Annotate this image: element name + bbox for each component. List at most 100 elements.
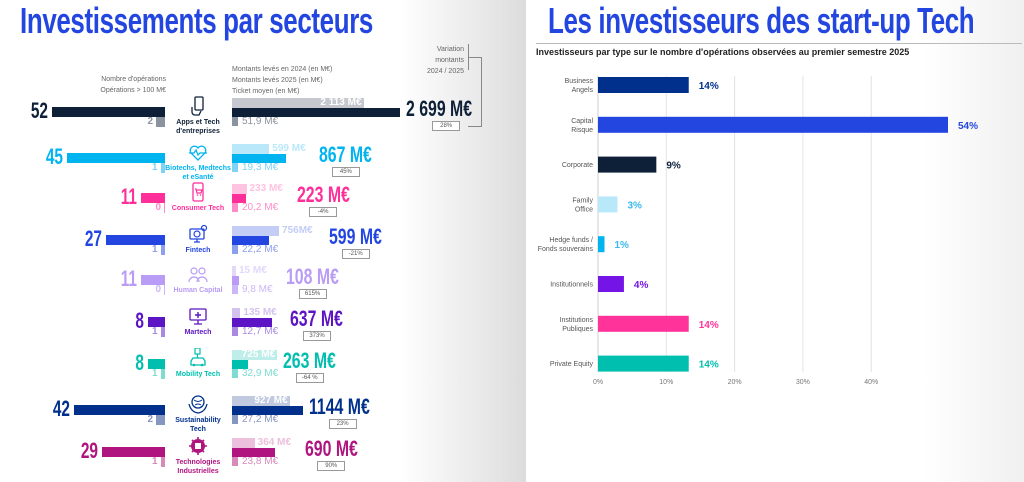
bar (598, 236, 605, 253)
ops-bar (73, 405, 165, 415)
sector-label-line: Human Capital (173, 287, 223, 294)
variation-badge: 23% (328, 419, 357, 429)
sector-label-line: Mobility Tech (175, 371, 221, 378)
sector-label-line: Tech (190, 426, 206, 433)
x-tick-label: 20% (728, 379, 742, 386)
category-label-line: Risque (571, 127, 593, 134)
sector-label-line: Industrielles (177, 468, 219, 475)
amount-2024-label: 756M€ (282, 225, 313, 236)
category-label: Private Equity (550, 361, 594, 368)
total-2025: 223 M€ (296, 182, 350, 207)
amount-2024-bar (232, 226, 280, 236)
ticket-label: 20,2 M€ (242, 202, 279, 213)
left-title: Investissements par secteurs (20, 0, 373, 41)
category-label: Institutions Publiques (560, 317, 594, 333)
sector-label: Apps et Tech d'entreprises (160, 118, 236, 136)
left-panel: Investissements par secteurs Nombre d'op… (0, 0, 526, 482)
ops-big-count: 0 (155, 202, 161, 213)
category-label-line: Institutions (560, 317, 594, 324)
ticket-bar (232, 163, 238, 172)
ops-bar (101, 447, 165, 457)
ticket-bar (232, 203, 238, 212)
amount-2025-bar (232, 318, 272, 327)
sector-label-line: Martech (184, 329, 212, 336)
value-label: 3% (627, 200, 642, 211)
variation-badge: 28% (432, 121, 461, 131)
category-label: Family Office (572, 197, 593, 213)
ops-big-count: 2 (147, 414, 153, 425)
ops-count: 45 (46, 144, 64, 169)
ops-bar (141, 193, 165, 203)
title-divider (536, 43, 1022, 44)
category-label-line: Hedge funds / (549, 237, 593, 244)
fintech-screen-icon (189, 224, 208, 243)
ops-big-count: 2 (147, 116, 153, 127)
ops-big-bar (160, 245, 165, 255)
total-2025: 263 M€ (283, 348, 336, 373)
bar (598, 196, 618, 213)
header-ops: Nombre d'opérations Opérations > 100 M€ (100, 74, 166, 96)
value-label: 14% (699, 320, 719, 331)
right-title: Les investisseurs des start-up Tech (548, 0, 975, 41)
ticket-bar (232, 117, 238, 126)
value-label: 54% (958, 121, 978, 132)
amount-2024-bar (232, 184, 247, 194)
variation-badge: 615% (298, 289, 327, 299)
amount-2024-label: 233 M€ (249, 183, 283, 194)
total-2025: 599 M€ (329, 224, 382, 249)
bar (598, 276, 624, 292)
amount-2024-bar (232, 438, 255, 448)
ops-bar (67, 153, 165, 163)
bar (598, 77, 689, 93)
smartphone-hand-icon (191, 96, 204, 116)
ticket-label: 51,9 M€ (242, 116, 279, 127)
ops-bar (52, 107, 165, 117)
ops-big-bar (164, 285, 165, 295)
amount-2024-bar (232, 308, 241, 318)
gear-chip-icon (189, 437, 207, 455)
car-charger-icon (190, 348, 206, 367)
header-variation: Variation montants 2024 / 2025 (420, 44, 464, 77)
ticket-bar (232, 285, 238, 294)
heartbeat-icon (189, 145, 207, 161)
amount-2024-bar (232, 98, 364, 108)
ops-count: 27 (85, 226, 103, 251)
category-label-line: Business (565, 78, 594, 85)
variation-badge: -64 % (295, 373, 324, 383)
category-label-line: Institutionnels (550, 282, 593, 289)
ops-big-count: 1 (151, 456, 158, 467)
header-ops-line: Opérations > 100 M€ (100, 87, 166, 94)
sector-label-line: et eSanté (182, 174, 214, 181)
header-ops-line: Nombre d'opérations (101, 76, 166, 83)
value-label: 9% (666, 161, 681, 172)
monitor-plus-icon (189, 308, 207, 325)
ops-big-count: 1 (151, 368, 158, 379)
x-tick-label: 30% (796, 379, 810, 386)
amount-2024-label: 135 M€ (243, 307, 277, 318)
category-label-line: Family (572, 197, 593, 204)
ops-count: 11 (120, 184, 138, 209)
amount-2025-bar (232, 276, 239, 285)
ops-bar (147, 359, 165, 369)
ops-count: 8 (135, 350, 144, 375)
amount-2025-bar (232, 360, 249, 369)
amount-2024-bar (232, 144, 270, 154)
category-label-line: Publiques (562, 326, 593, 333)
total-2025: 108 M€ (286, 264, 339, 289)
ops-bar (147, 317, 165, 327)
sector-label-line: Biotechs, Medtechs (165, 165, 231, 172)
bar (598, 156, 657, 173)
ops-big-count: 1 (151, 244, 158, 255)
category-label: Hedge funds / Fonds souverains (538, 237, 594, 253)
ops-count: 42 (52, 396, 70, 421)
sector-label: Consumer Tech (160, 204, 236, 213)
total-2025: 1144 M€ (309, 394, 370, 419)
variation-badge: 90% (317, 461, 346, 471)
ops-count: 11 (120, 266, 138, 291)
x-tick-label: 10% (659, 379, 673, 386)
ops-big-bar (160, 369, 165, 379)
ops-count: 29 (80, 438, 98, 463)
ops-big-bar (156, 415, 165, 425)
ticket-label: 27,2 M€ (242, 414, 279, 425)
sector-label-line: Consumer Tech (171, 205, 225, 212)
